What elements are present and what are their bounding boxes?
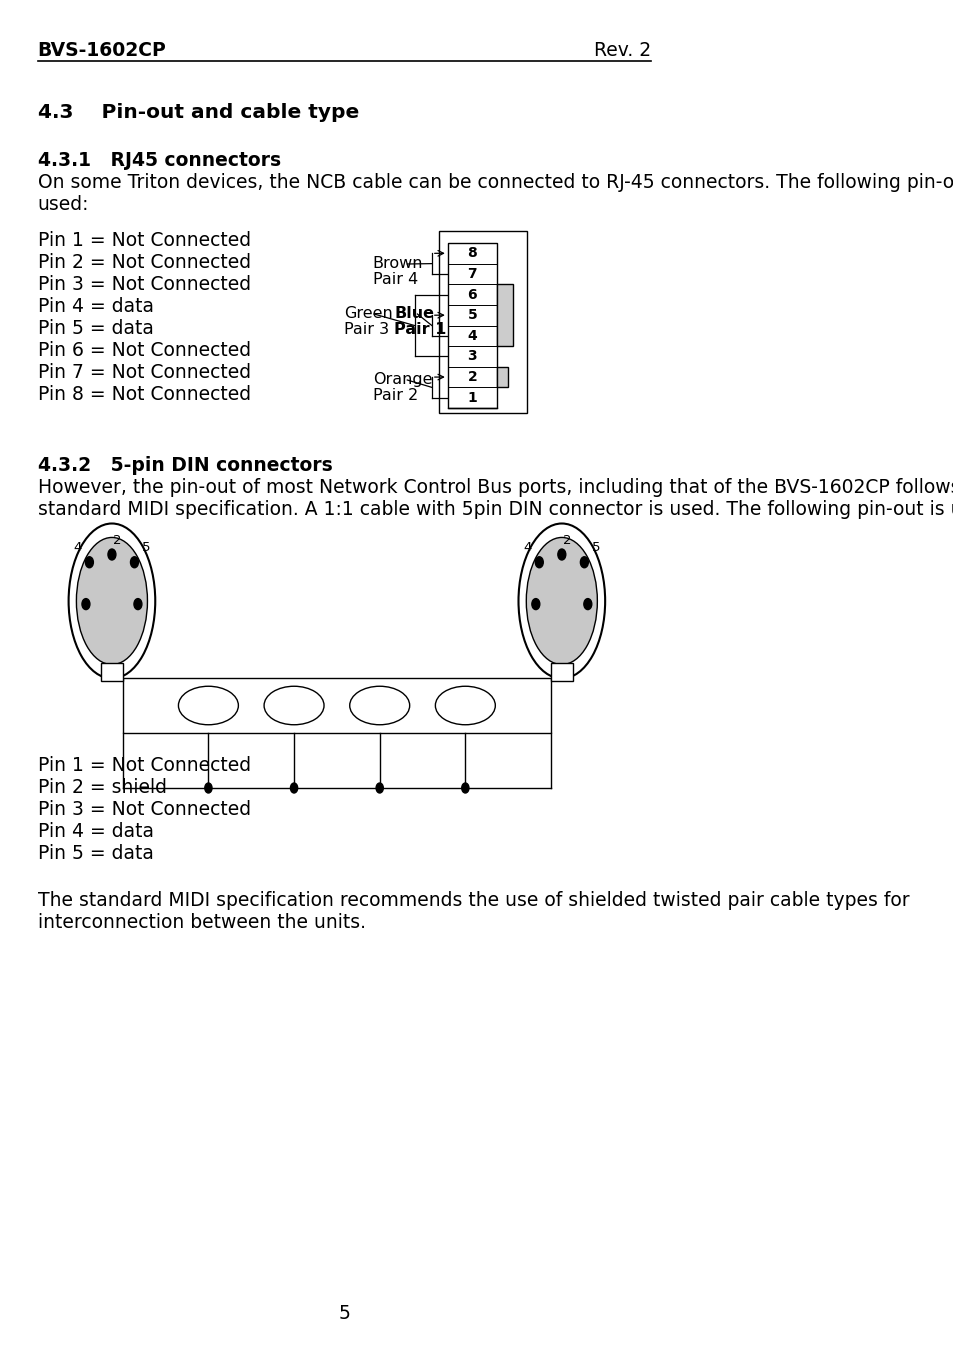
Text: 7: 7 bbox=[467, 267, 476, 281]
Text: 4.3    Pin-out and cable type: 4.3 Pin-out and cable type bbox=[37, 103, 358, 122]
Text: 4: 4 bbox=[523, 542, 532, 554]
Circle shape bbox=[579, 557, 588, 567]
Text: 3: 3 bbox=[467, 350, 476, 363]
Text: Green: Green bbox=[343, 305, 392, 322]
Circle shape bbox=[583, 598, 591, 609]
Text: 2: 2 bbox=[113, 534, 122, 547]
Text: However, the pin-out of most Network Control Bus ports, including that of the BV: However, the pin-out of most Network Con… bbox=[37, 478, 953, 497]
Text: 8: 8 bbox=[467, 246, 476, 261]
Text: 2: 2 bbox=[562, 534, 571, 547]
Text: Pair 1: Pair 1 bbox=[394, 322, 446, 336]
Ellipse shape bbox=[350, 686, 409, 724]
Ellipse shape bbox=[76, 538, 148, 665]
Circle shape bbox=[535, 557, 542, 567]
Circle shape bbox=[82, 598, 90, 609]
Ellipse shape bbox=[435, 686, 495, 724]
Text: The standard MIDI specification recommends the use of shielded twisted pair cabl: The standard MIDI specification recommen… bbox=[37, 892, 908, 911]
Text: 4: 4 bbox=[467, 328, 476, 343]
Ellipse shape bbox=[526, 538, 597, 665]
Text: Pin 1 = Not Connected: Pin 1 = Not Connected bbox=[37, 757, 251, 775]
Text: 5: 5 bbox=[142, 542, 150, 554]
Text: 5: 5 bbox=[338, 1304, 350, 1323]
Text: Pin 7 = Not Connected: Pin 7 = Not Connected bbox=[37, 363, 251, 382]
Bar bbox=[438, 231, 527, 413]
Circle shape bbox=[375, 784, 383, 793]
Circle shape bbox=[131, 557, 138, 567]
Text: Pin 6 = Not Connected: Pin 6 = Not Connected bbox=[37, 340, 251, 359]
Text: used:: used: bbox=[37, 195, 89, 213]
Text: 5: 5 bbox=[591, 542, 599, 554]
Text: 1: 1 bbox=[467, 390, 476, 405]
Circle shape bbox=[532, 598, 539, 609]
Circle shape bbox=[290, 784, 297, 793]
Text: Pin 2 = shield: Pin 2 = shield bbox=[37, 778, 167, 797]
Text: Brown: Brown bbox=[373, 255, 423, 272]
Text: Orange: Orange bbox=[373, 372, 432, 386]
Text: Pin 5 = data: Pin 5 = data bbox=[37, 319, 153, 338]
Text: 4.3.2   5-pin DIN connectors: 4.3.2 5-pin DIN connectors bbox=[37, 457, 332, 476]
Ellipse shape bbox=[264, 686, 324, 724]
Text: Pin 8 = Not Connected: Pin 8 = Not Connected bbox=[37, 385, 251, 404]
Bar bbox=[123, 678, 551, 734]
Text: 5: 5 bbox=[467, 308, 476, 322]
Circle shape bbox=[205, 784, 212, 793]
Circle shape bbox=[558, 549, 565, 561]
Text: Pin 3 = Not Connected: Pin 3 = Not Connected bbox=[37, 276, 251, 295]
Bar bbox=[551, 662, 572, 681]
Text: Rev. 2: Rev. 2 bbox=[594, 41, 651, 59]
Text: Pin 4 = data: Pin 4 = data bbox=[37, 297, 153, 316]
Bar bbox=[497, 284, 512, 346]
Text: BVS-1602CP: BVS-1602CP bbox=[37, 41, 166, 59]
Circle shape bbox=[108, 549, 115, 561]
Ellipse shape bbox=[518, 523, 604, 678]
Ellipse shape bbox=[178, 686, 238, 724]
Text: On some Triton devices, the NCB cable can be connected to RJ-45 connectors. The : On some Triton devices, the NCB cable ca… bbox=[37, 173, 953, 192]
Bar bbox=[101, 662, 123, 681]
Circle shape bbox=[86, 557, 93, 567]
Text: Pin 2 = Not Connected: Pin 2 = Not Connected bbox=[37, 253, 251, 272]
Text: Blue: Blue bbox=[394, 305, 434, 322]
Circle shape bbox=[461, 784, 469, 793]
Text: standard MIDI specification. A 1:1 cable with 5pin DIN connector is used. The fo: standard MIDI specification. A 1:1 cable… bbox=[37, 500, 953, 519]
Ellipse shape bbox=[69, 523, 155, 678]
Text: Pin 1 = Not Connected: Pin 1 = Not Connected bbox=[37, 231, 251, 250]
Text: Pin 4 = data: Pin 4 = data bbox=[37, 821, 153, 842]
Text: Pin 3 = Not Connected: Pin 3 = Not Connected bbox=[37, 800, 251, 819]
Text: Pair 4: Pair 4 bbox=[373, 272, 417, 286]
Text: 4.3.1   RJ45 connectors: 4.3.1 RJ45 connectors bbox=[37, 151, 280, 170]
Text: Pin 5 = data: Pin 5 = data bbox=[37, 844, 153, 863]
Text: 2: 2 bbox=[467, 370, 476, 384]
Text: Pair 3: Pair 3 bbox=[343, 322, 389, 336]
Text: Pair 2: Pair 2 bbox=[373, 388, 417, 403]
Text: 4: 4 bbox=[73, 542, 82, 554]
Bar bbox=[497, 366, 507, 388]
Circle shape bbox=[133, 598, 142, 609]
Bar bbox=[447, 243, 497, 408]
Text: interconnection between the units.: interconnection between the units. bbox=[37, 913, 365, 932]
Text: 6: 6 bbox=[467, 288, 476, 301]
